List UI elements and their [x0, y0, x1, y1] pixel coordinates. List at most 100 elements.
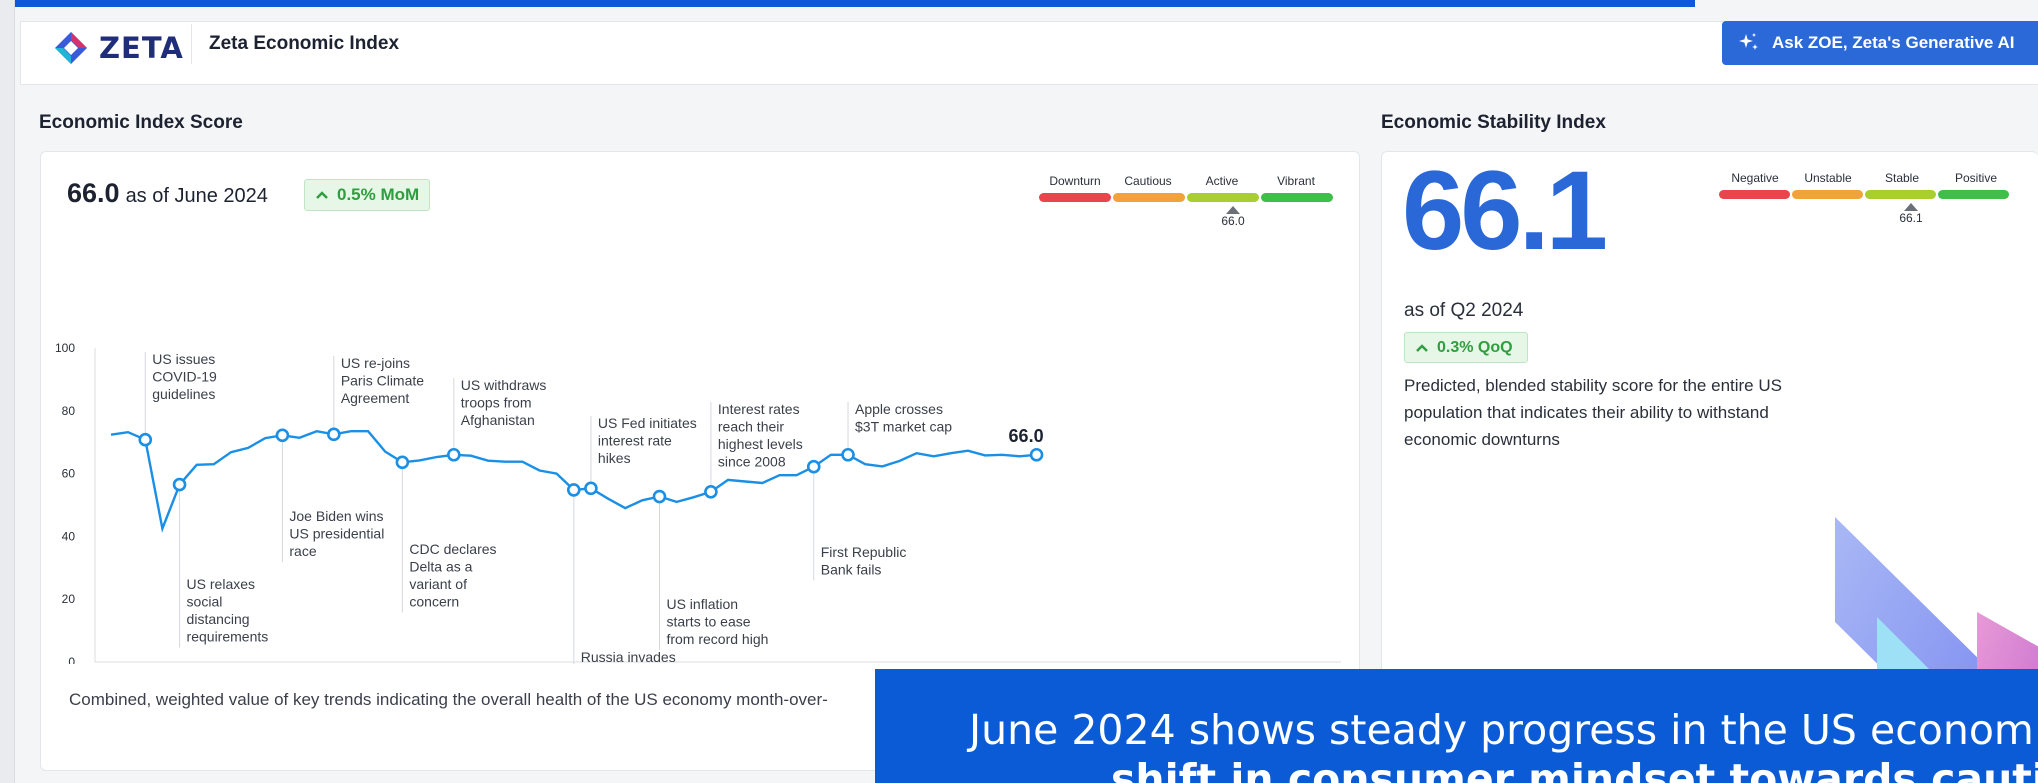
- event-point: [584, 481, 598, 496]
- latest-point: [1029, 447, 1044, 462]
- annotation-line: social: [187, 594, 223, 610]
- index-caption: Combined, weighted value of key trends i…: [69, 690, 828, 709]
- annotation-line: US issues: [152, 351, 215, 367]
- economic-index-card: 66.0 as of June 2024 0.5% MoM Downturn C…: [40, 151, 1360, 771]
- event-point: [446, 447, 461, 462]
- scale-bar-vibrant: [1261, 193, 1333, 202]
- annotation-label: CDC declares Delta as a variant of concern: [409, 541, 496, 610]
- annotation-line: COVID-19: [152, 369, 217, 385]
- annotation-line: CDC declares: [409, 541, 496, 557]
- annotation-line: US withdraws: [461, 377, 547, 393]
- annotation-line: First Republic: [821, 544, 907, 560]
- annotation-line: requirements: [187, 629, 269, 645]
- scale-bar-downturn: [1039, 193, 1111, 202]
- stability-marker-value: 66.1: [1899, 211, 1923, 225]
- scale-label-positive: Positive: [1954, 171, 1998, 185]
- y-tick-label: 60: [62, 467, 76, 481]
- annotation-line: reach their: [718, 419, 784, 435]
- stability-as-of: as of Q2 2024: [1404, 300, 1524, 321]
- score-value: 66.0: [67, 178, 120, 208]
- logo-text: ZETA: [99, 31, 184, 65]
- qoq-change-value: 0.3% QoQ: [1437, 338, 1513, 356]
- economic-index-chart: US issues COVID-19 guidelines US relaxes soc…: [55, 341, 1341, 664]
- event-point: [275, 428, 290, 443]
- annotation-line: Delta as a: [409, 559, 472, 575]
- scale-label-negative: Negative: [1731, 171, 1779, 185]
- scale-label-cautious: Cautious: [1124, 174, 1172, 188]
- scale-label-downturn: Downturn: [1049, 174, 1101, 188]
- event-point: [806, 459, 821, 474]
- stability-score: 66.1: [1402, 151, 1608, 273]
- chevron-up-icon: [1416, 343, 1428, 352]
- annotation-line: interest rate: [598, 433, 672, 449]
- stability-description: Predicted, blended stability score for t…: [1404, 376, 1782, 449]
- annotation-line: troops from: [461, 395, 532, 411]
- stability-index-scale: Negative Unstable Stable Positive 66.1: [1719, 171, 2013, 225]
- y-tick-label: 0: [68, 655, 75, 664]
- banner-line-1: June 2024 shows steady progress in the U…: [969, 706, 2034, 754]
- annotation-label: US withdraws troops from Afghanistan: [461, 377, 547, 428]
- scale-label-stable: Stable: [1884, 171, 1920, 185]
- latest-value-label: 66.0: [1009, 426, 1044, 446]
- event-point: [395, 455, 410, 470]
- annotation-label: US issues COVID-19 guidelines: [152, 351, 217, 402]
- mom-change-badge: 0.5% MoM: [304, 179, 430, 211]
- y-tick-label: 40: [62, 529, 76, 543]
- event-point: [566, 483, 581, 497]
- annotation-line: highest levels: [718, 436, 803, 452]
- header-divider: [191, 24, 192, 64]
- annotation-line: US re-joins: [341, 355, 410, 371]
- zeta-diamond-icon: [55, 32, 87, 64]
- scale-bar-positive: [1938, 190, 2009, 199]
- left-window-edge: [0, 0, 15, 783]
- annotation-line: concern: [409, 594, 459, 610]
- marker-triangle-icon: [1904, 203, 1918, 211]
- annotation-line: Russia invades: [581, 649, 676, 664]
- scale-marker: 66.0: [1219, 206, 1247, 228]
- annotation-label: Interest rates reach their highest levels s…: [718, 401, 803, 470]
- annotation-line: Agreement: [341, 390, 410, 406]
- annotation-line: Bank fails: [821, 562, 882, 578]
- annotation-label: US relaxes social distancing requirements: [187, 576, 269, 645]
- annotation-line: race: [289, 543, 316, 559]
- annotation-line: US Fed initiates: [598, 415, 697, 431]
- annotation-line: Paris Climate: [341, 373, 424, 389]
- annotation-line: guidelines: [152, 386, 215, 402]
- annotation-line: Afghanistan: [461, 412, 535, 428]
- scale-bar-stable: [1865, 190, 1936, 199]
- event-point: [138, 432, 153, 447]
- annotation-line: since 2008: [718, 454, 786, 470]
- event-point: [704, 485, 718, 499]
- ask-zoe-label: Ask ZOE, Zeta's Generative AI: [1772, 33, 2015, 52]
- annotation-line: Interest rates: [718, 401, 800, 417]
- economic-index-title: Economic Index Score: [39, 112, 243, 133]
- ask-zoe-button[interactable]: Ask ZOE, Zeta's Generative AI: [1722, 21, 2038, 65]
- stability-index-title: Economic Stability Index: [1381, 112, 1606, 133]
- annotation-line: Joe Biden wins: [289, 508, 383, 524]
- banner-line-2: shift in consumer mindset towards cautio…: [1111, 755, 2038, 783]
- y-tick-label: 80: [62, 404, 76, 418]
- scale-label-vibrant: Vibrant: [1277, 174, 1315, 188]
- y-tick-label: 100: [55, 341, 75, 355]
- annotation-label: Apple crosses $3T market cap: [855, 401, 952, 435]
- chevron-up-icon: [316, 191, 328, 199]
- app-title: Zeta Economic Index: [209, 33, 400, 54]
- zeta-logo[interactable]: ZETA: [53, 30, 184, 66]
- stability-scale-marker: 66.1: [1897, 203, 1925, 225]
- annotation-line: US presidential: [289, 526, 384, 542]
- annotation-label: US inflation starts to ease from record hi…: [666, 596, 768, 647]
- annotation-label: US re-joins Paris Climate Agreement: [341, 355, 424, 406]
- score-as-of: as of June 2024: [125, 185, 268, 207]
- annotation-label: Joe Biden wins US presidential race: [289, 508, 384, 559]
- annotation-line: Apple crosses: [855, 401, 943, 417]
- scale-bar-unstable: [1792, 190, 1863, 199]
- stability-index-card: 66.1 as of Q2 2024 0.3% QoQ Predicted, b…: [1381, 151, 2038, 771]
- marker-triangle-icon: [1226, 206, 1240, 214]
- annotation-line: US relaxes: [187, 576, 255, 592]
- scale-marker-value: 66.0: [1221, 214, 1245, 228]
- y-tick-label: 20: [62, 592, 76, 606]
- event-point: [327, 427, 341, 442]
- scale-label-unstable: Unstable: [1804, 171, 1852, 185]
- annotation-label: Russia invadesUkraine: [581, 649, 676, 664]
- annotation-label: First Republic Bank fails: [821, 544, 907, 578]
